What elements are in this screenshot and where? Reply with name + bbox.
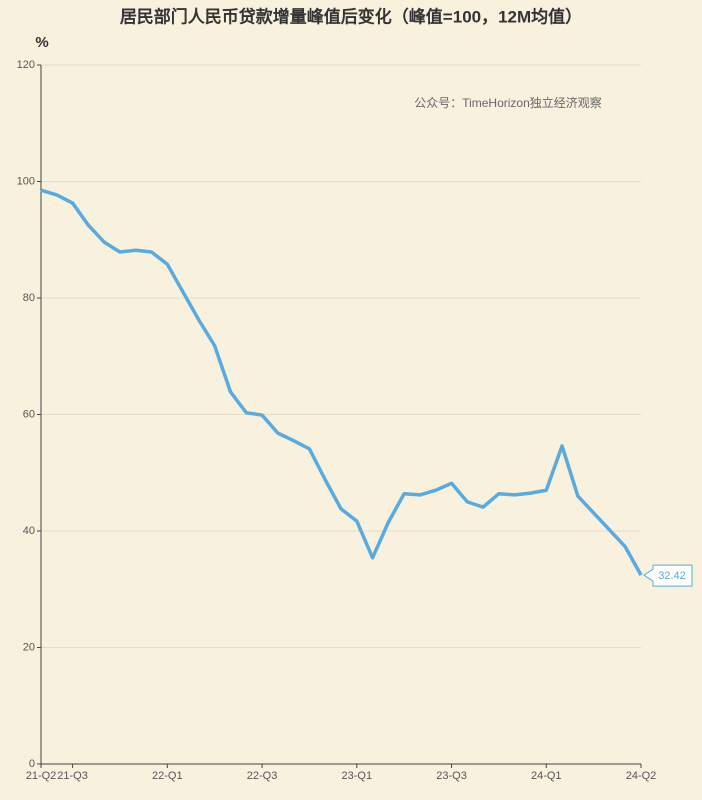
x-tick-label: 23-Q1	[342, 770, 373, 782]
x-tick-label: 21-Q3	[57, 770, 88, 782]
y-tick-label: 60	[23, 408, 35, 420]
y-tick-label: 40	[23, 525, 35, 537]
y-tick-label: 120	[17, 59, 35, 71]
y-tick-label: 20	[23, 641, 35, 653]
data-label: 32.42	[658, 570, 686, 582]
y-axis-label: %	[35, 34, 48, 51]
y-tick-label: 80	[23, 292, 35, 304]
data-label-box	[643, 564, 693, 587]
annotation: 公众号：TimeHorizon独立经济观察	[414, 95, 602, 110]
line	[40, 188, 643, 577]
x-tick-label: 24-Q2	[626, 770, 657, 782]
x-tick-label: 21-Q2	[26, 770, 57, 782]
x-tick-label: 22-Q1	[152, 770, 183, 782]
x-tick-label: 22-Q3	[247, 770, 278, 782]
y-tick-label: 100	[17, 175, 35, 187]
x-tick-label: 24-Q1	[531, 770, 562, 782]
x-tick-label: 23-Q3	[436, 770, 467, 782]
chart-title: 居民部门人民币贷款增量峰值后变化（峰值=100，12M均值）	[120, 6, 582, 26]
y-tick-label: 0	[29, 758, 35, 770]
